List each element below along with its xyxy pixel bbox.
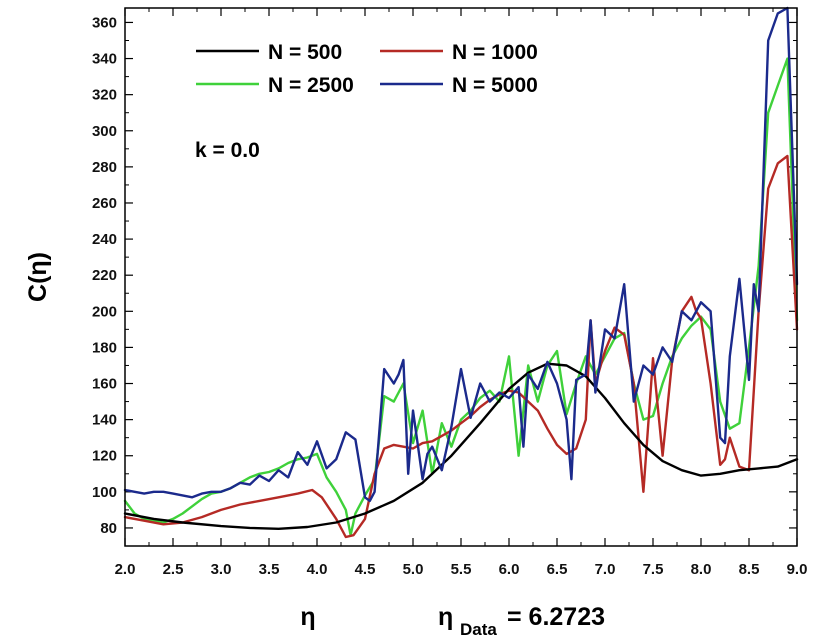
y-tick-label: 100 xyxy=(92,484,117,501)
eta-data-subscript: Data xyxy=(460,620,497,639)
eta-data-label: η Data = 6.2723 xyxy=(438,603,605,639)
y-tick-label: 220 xyxy=(92,267,117,284)
series-lines xyxy=(123,6,799,539)
legend: N = 500 N = 1000 N = 2500 N = 5000 xyxy=(196,41,538,97)
y-axis-label: C(η) xyxy=(24,252,52,302)
x-tick-label: 8.5 xyxy=(739,561,760,578)
x-tick-label: 6.0 xyxy=(499,561,520,578)
y-tick-label: 360 xyxy=(92,14,117,31)
x-tick-label: 8.0 xyxy=(691,561,712,578)
x-tick-label: 3.5 xyxy=(259,561,280,578)
x-tick-label: 5.5 xyxy=(451,561,472,578)
series-line-n500 xyxy=(123,362,799,530)
eta-data-value: = 6.2723 xyxy=(507,603,605,631)
x-tick-label: 9.0 xyxy=(787,561,808,578)
y-tick-label: 140 xyxy=(92,412,117,429)
legend-label-n1000: N = 1000 xyxy=(452,41,538,64)
y-tick-label: 260 xyxy=(92,195,117,212)
legend-label-n5000: N = 5000 xyxy=(452,74,538,97)
k-annotation: k = 0.0 xyxy=(195,139,260,162)
x-tick-label: 3.0 xyxy=(211,561,232,578)
y-tick-label: 300 xyxy=(92,123,117,140)
legend-label-n2500: N = 2500 xyxy=(268,74,354,97)
y-tick-label: 120 xyxy=(92,448,117,465)
x-tick-label: 7.0 xyxy=(595,561,616,578)
y-tick-label: 280 xyxy=(92,159,117,176)
x-tick-label: 2.5 xyxy=(163,561,184,578)
x-tick-label: 2.0 xyxy=(115,561,136,578)
y-tick-label: 160 xyxy=(92,376,117,393)
y-tick-label: 180 xyxy=(92,339,117,356)
y-tick-label: 240 xyxy=(92,231,117,248)
series-line-n5000 xyxy=(123,6,799,503)
x-tick-label: 4.0 xyxy=(307,561,328,578)
x-tick-label: 5.0 xyxy=(403,561,424,578)
x-tick-label: 6.5 xyxy=(547,561,568,578)
y-tick-label: 340 xyxy=(92,51,117,68)
x-axis-label: η xyxy=(300,603,315,631)
plot-frame xyxy=(124,7,798,547)
x-tick-label: 4.5 xyxy=(355,561,376,578)
series-line-n1000 xyxy=(123,154,799,539)
eta-data-symbol: η xyxy=(438,603,453,631)
y-tick-label: 200 xyxy=(92,303,117,320)
axis-ticks: 2.0 2.5 3.0 3.5 4.0 4.5 5.0 5.5 6.0 6.5 7.0 7.5 8.0 8… xyxy=(92,8,807,578)
x-tick-label: 7.5 xyxy=(643,561,664,578)
series-line-n2500 xyxy=(123,57,799,537)
y-tick-label: 320 xyxy=(92,87,117,104)
y-tick-label: 80 xyxy=(100,520,117,537)
legend-label-n500: N = 500 xyxy=(268,41,342,64)
